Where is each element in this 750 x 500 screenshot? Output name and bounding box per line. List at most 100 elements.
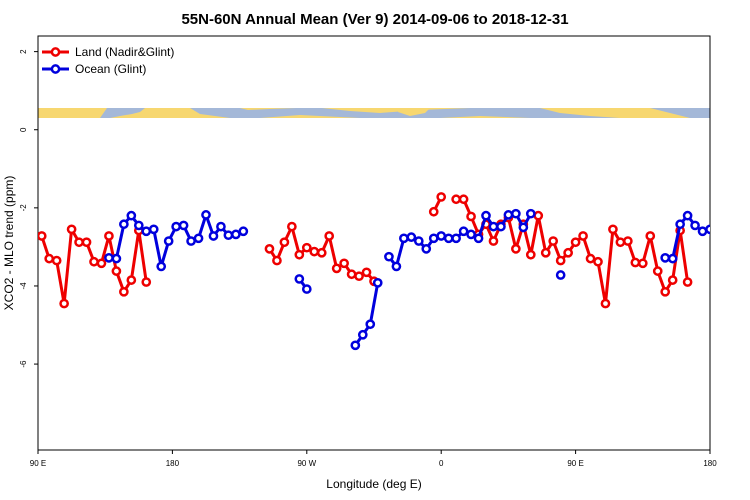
series-ocean-point — [111, 253, 122, 264]
series-ocean-point — [372, 277, 383, 288]
y-tick-label: 0 — [19, 127, 28, 132]
series-ocean-point — [231, 229, 241, 240]
series-land-point — [533, 210, 544, 221]
series-ocean-point — [294, 274, 305, 284]
series-land-point — [570, 237, 581, 248]
series-ocean-point — [675, 219, 685, 230]
series-ocean-point — [413, 236, 424, 246]
series-ocean-point — [458, 226, 469, 237]
series-land-point — [451, 194, 461, 205]
series-land-point — [488, 236, 499, 246]
series-ocean-point — [208, 231, 219, 241]
series-ocean-point — [436, 231, 447, 241]
series-ocean-point — [443, 233, 454, 244]
series-land-point — [354, 271, 364, 282]
x-tick-label: 180 — [166, 459, 180, 468]
legend-land-label: Land (Nadir&Glint) — [75, 45, 174, 59]
series-land-point — [96, 258, 107, 269]
legend-land-marker — [50, 47, 61, 57]
series-land-point — [111, 266, 122, 276]
series-ocean-point — [496, 221, 506, 232]
series-land-point — [89, 256, 99, 267]
series-ocean-point — [384, 251, 394, 262]
series-land-point — [436, 192, 447, 202]
series-land-point — [630, 257, 641, 268]
world-map-strip — [38, 108, 710, 118]
series-ocean-point — [186, 236, 196, 246]
series-ocean-point — [660, 252, 671, 263]
series-land-point — [339, 258, 349, 269]
series-land-point — [66, 224, 77, 235]
series-land-point — [279, 237, 290, 248]
y-tick-label: -2 — [19, 204, 28, 212]
series-land-point — [264, 244, 275, 254]
series-land-point — [324, 231, 335, 241]
series-ocean-point — [216, 221, 226, 232]
series-land-point — [593, 256, 603, 267]
series-land-point — [301, 242, 312, 253]
series-ocean-point — [690, 220, 700, 231]
x-axis-label: Longitude (deg E) — [326, 477, 421, 491]
series-ocean-point — [511, 208, 521, 219]
series-land-point — [578, 231, 588, 241]
x-tick-label: 90 W — [297, 459, 316, 468]
series-land-point — [652, 266, 663, 276]
series-ocean-line — [354, 282, 380, 347]
series-ocean-point — [126, 210, 137, 221]
series-land-point — [346, 269, 357, 280]
series-land-point — [682, 277, 693, 287]
series-ocean-point — [555, 270, 566, 280]
series-land-point — [294, 249, 305, 260]
series-ocean-point — [525, 208, 536, 219]
series-ocean-point — [682, 210, 693, 221]
series-ocean-point — [171, 221, 181, 232]
series-land-point — [645, 231, 656, 241]
series-ocean-point — [119, 219, 129, 230]
series-land-point — [600, 298, 611, 309]
series-land-point — [525, 249, 536, 260]
y-axis: 2 0 -2 -4 -6 — [19, 49, 38, 368]
legend-ocean-label: Ocean (Glint) — [75, 62, 146, 76]
series-land-point — [511, 244, 521, 254]
series-ocean-point — [223, 230, 234, 241]
series-land-point — [660, 286, 671, 297]
series-land — [38, 192, 693, 309]
series-land-point — [428, 206, 439, 217]
series-ocean-point — [350, 340, 361, 351]
x-tick-label: 90 E — [567, 459, 583, 468]
series-ocean-point — [697, 226, 708, 237]
series-ocean-point — [156, 261, 167, 272]
series-ocean-point — [518, 222, 529, 233]
x-axis: 90 E 180 90 W 0 90 E 180 — [30, 450, 717, 468]
legend: Land (Nadir&Glint) Ocean (Glint) — [42, 45, 174, 76]
series-land-point — [81, 237, 92, 248]
series-ocean-point — [238, 226, 249, 237]
series-land-point — [466, 211, 476, 222]
ocean-patch — [100, 108, 145, 118]
series-land-point — [458, 194, 469, 205]
landmass-patch — [398, 108, 430, 116]
series-ocean-point — [428, 233, 439, 244]
series-land-point — [287, 221, 297, 232]
series-land-point — [38, 231, 47, 241]
series-ocean-point — [391, 261, 402, 272]
series-ocean-point — [451, 233, 461, 244]
series-ocean-point — [193, 233, 204, 244]
series-ocean-point — [399, 233, 409, 244]
series-land-point — [563, 247, 573, 258]
series-land-point — [637, 258, 648, 269]
series-land-point — [548, 236, 559, 246]
y-tick-label: -4 — [19, 282, 28, 290]
series-ocean-point — [201, 210, 211, 220]
series-ocean-point — [421, 244, 432, 254]
series-ocean-point — [365, 319, 376, 330]
series-ocean-point — [148, 224, 159, 235]
series-land-point — [104, 231, 114, 241]
y-tick-label: 2 — [19, 49, 28, 54]
series-layer — [38, 192, 710, 351]
series-ocean-point — [163, 236, 174, 246]
series-ocean-point — [488, 221, 499, 232]
series-ocean — [104, 208, 710, 351]
y-axis-label: XCO2 - MLO trend (ppm) — [2, 176, 16, 311]
